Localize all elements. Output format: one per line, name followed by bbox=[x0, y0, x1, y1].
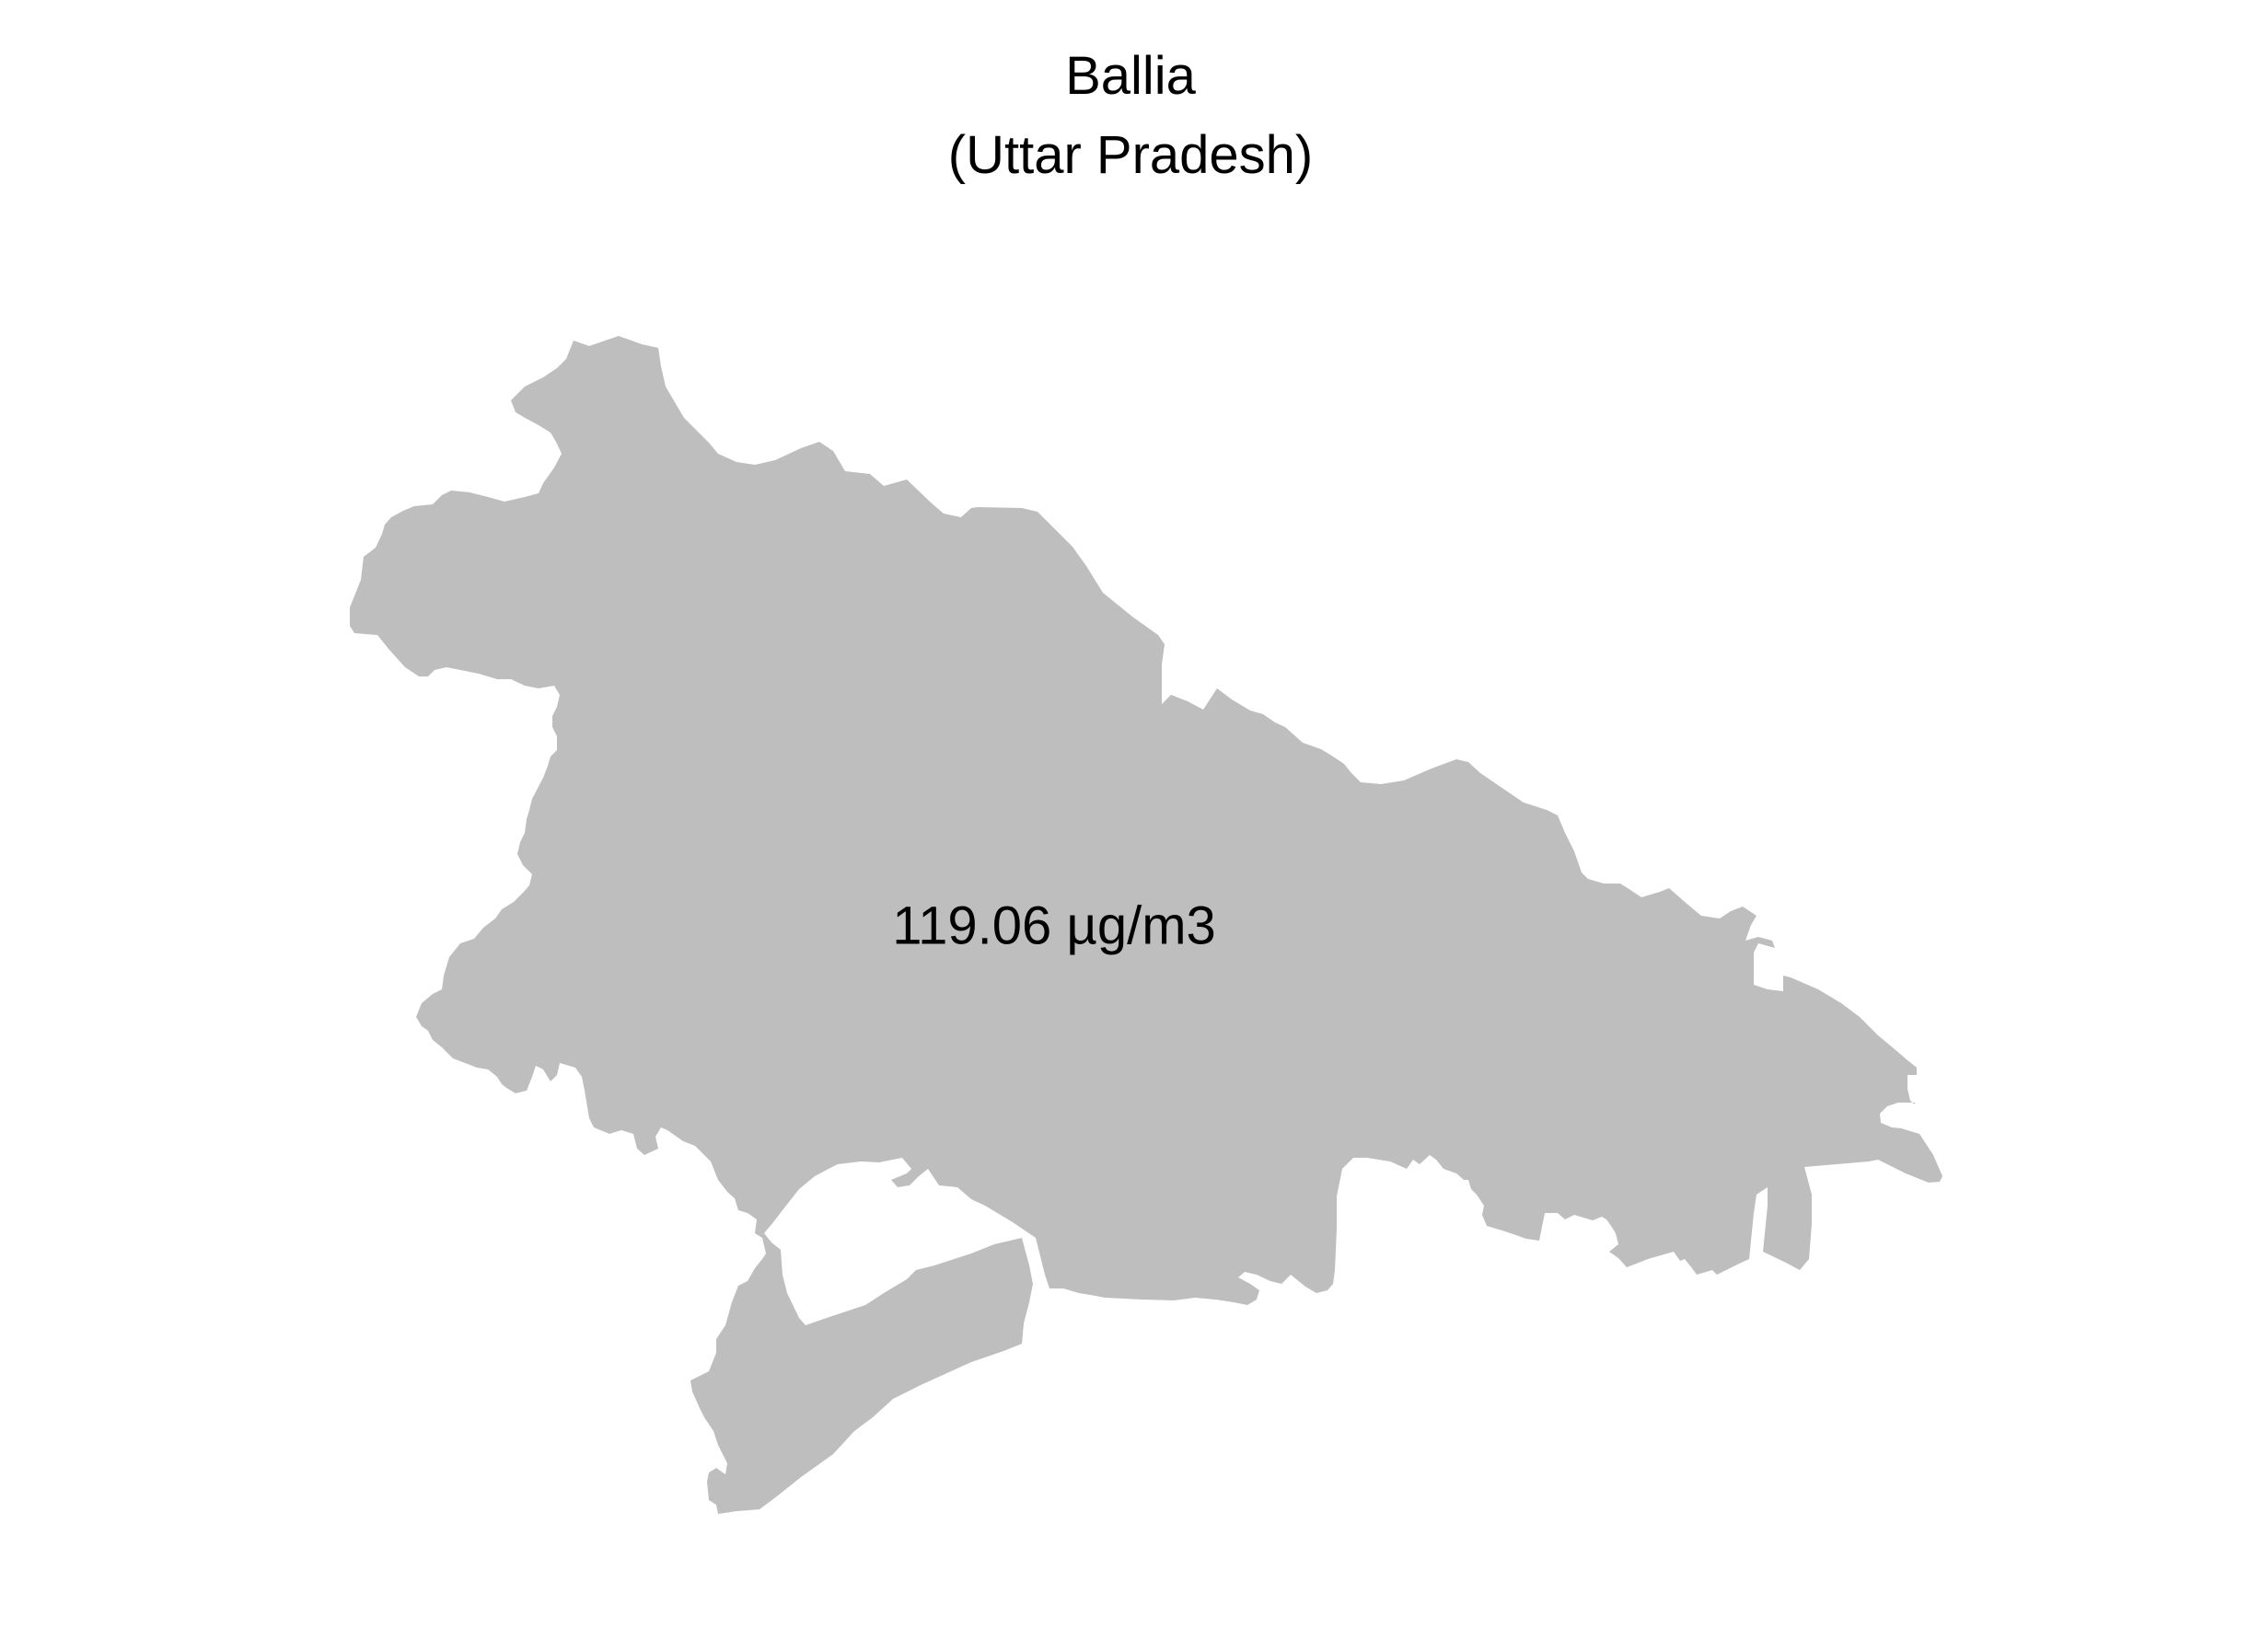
map-title-block: Ballia (Uttar Pradesh) bbox=[0, 37, 2261, 195]
district-region bbox=[350, 336, 1942, 1514]
region-value-label: 119.06 µg/m3 bbox=[892, 895, 1216, 955]
map-title: Ballia bbox=[1065, 46, 1196, 106]
map-subtitle: (Uttar Pradesh) bbox=[947, 125, 1314, 185]
